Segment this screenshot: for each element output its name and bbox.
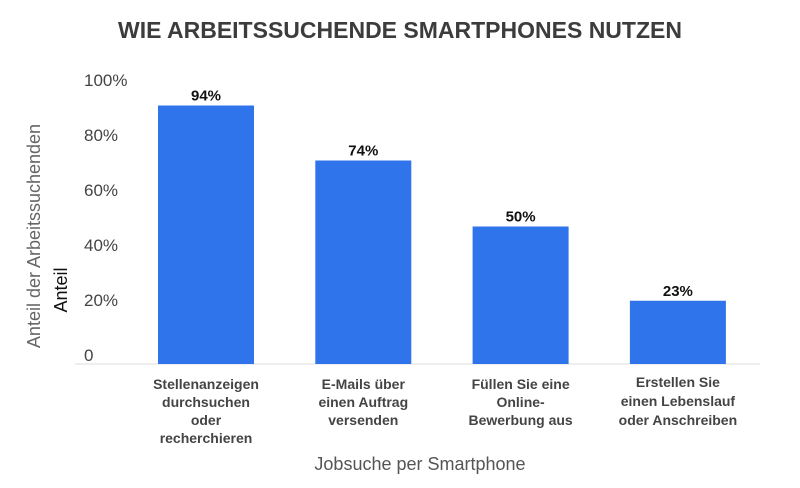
bar [472, 226, 569, 364]
y-tick-label: 80% [84, 126, 118, 145]
bar [315, 160, 412, 364]
x-tick-label: Füllen Sie eine Online-Bewerbung aus [468, 376, 572, 428]
data-label: 74% [348, 143, 378, 160]
bar [158, 105, 254, 364]
data-label: 50% [506, 209, 536, 226]
x-tick-label: Erstellen Sie einen Lebenslauf oder Anschr… [619, 374, 738, 428]
y-axis-label: Anteil der Arbeitssuchenden [24, 124, 44, 348]
y-tick-label: 20% [84, 291, 118, 310]
x-tick-label: Stellenanzeigen durchsuchen oder recherchie… [153, 376, 259, 446]
chart-title: WIE ARBEITSSUCHENDE SMARTPHONES NUTZEN [118, 17, 682, 43]
bar [629, 300, 726, 364]
data-label: 23% [663, 283, 693, 300]
data-label: 94% [191, 88, 221, 105]
y-tick-label: 40% [84, 236, 118, 255]
y-tick-label: 100% [84, 71, 127, 90]
x-tick-label: E-Mails über einen Auftrag versenden [318, 376, 408, 428]
x-axis-label: Jobsuche per Smartphone [314, 454, 525, 474]
y-axis-label-overlay: Anteil [51, 267, 71, 312]
y-tick-label: 60% [84, 181, 118, 200]
y-tick-label: 0 [84, 346, 93, 365]
